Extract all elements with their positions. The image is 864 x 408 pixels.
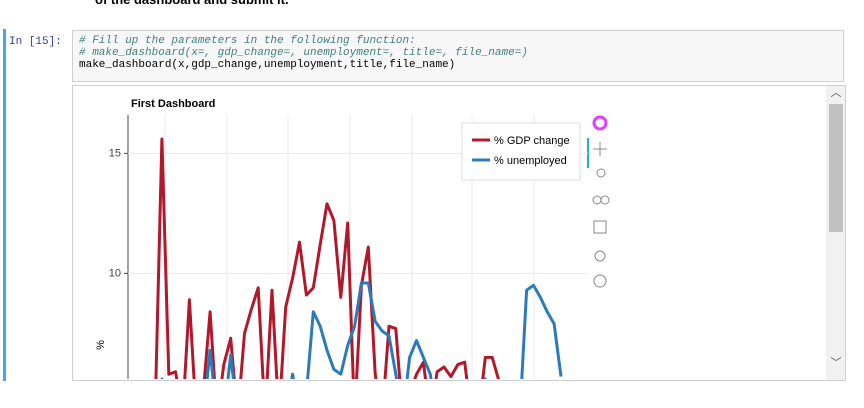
y-tick-label: 10 (109, 267, 121, 279)
plot-area (154, 137, 563, 379)
bokeh-logo[interactable] (592, 115, 608, 131)
y-tick-label: 15 (109, 147, 121, 159)
reset-tool[interactable] (594, 250, 606, 262)
scrollbar-thumb[interactable] (829, 104, 843, 232)
help-tool[interactable] (593, 274, 607, 288)
code-line: # Fill up the parameters in the followin… (79, 35, 416, 47)
wheel-zoom-tool[interactable] (592, 195, 602, 205)
line-series (160, 281, 563, 379)
code-line: make_dashboard(x,gdp_change,unemployment… (79, 59, 456, 71)
output-area (72, 85, 846, 381)
pan-tool[interactable] (593, 142, 607, 156)
toolbar (587, 115, 610, 288)
chart-title: First Dashboard (131, 98, 215, 110)
legend-label: % GDP change (494, 135, 570, 147)
instruction-text: of the dashboard and submit it. (95, 0, 289, 7)
box-zoom-tool[interactable] (596, 168, 606, 178)
legend-box (461, 122, 581, 181)
line-series (154, 137, 500, 379)
legend-label: % unemployed (494, 155, 567, 167)
cell-prompt: In [15]: (9, 36, 62, 48)
y-axis-label: % (95, 340, 107, 350)
code-line: # make_dashboard(x=, gdp_change=, unempl… (79, 47, 528, 59)
scroll-down[interactable]: ﹀ (831, 356, 842, 369)
scroll-up[interactable]: ︿ (831, 87, 842, 99)
cell-selection-bar (3, 29, 6, 381)
save-tool[interactable] (593, 220, 607, 234)
code-cell[interactable]: # Fill up the parameters in the followin… (72, 30, 844, 82)
